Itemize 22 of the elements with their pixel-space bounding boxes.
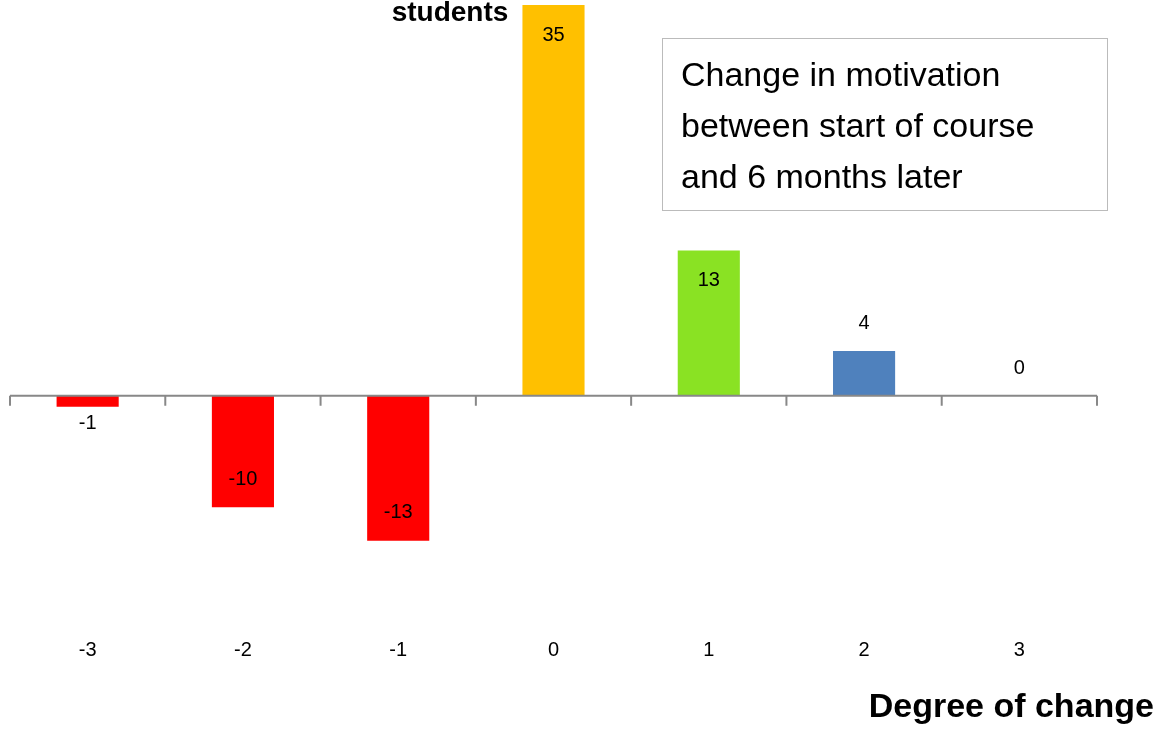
- x-tick-label: 2: [858, 637, 870, 660]
- x-tick-label: 1: [703, 637, 715, 660]
- annotation: Change in motivation between start of course and 6 months later: [662, 38, 1108, 211]
- bar: [367, 395, 430, 541]
- data-label: 0: [1013, 356, 1025, 379]
- x-axis-title: Degree of change: [868, 686, 1154, 725]
- bar: [522, 5, 585, 396]
- data-label: 13: [697, 268, 720, 291]
- x-tick-label: -3: [78, 637, 97, 660]
- x-tick-label: 0: [547, 637, 560, 660]
- x-tick-label: 3: [1013, 637, 1025, 660]
- data-label: 35: [542, 22, 565, 45]
- bar: [211, 395, 274, 508]
- x-tick-label: -2: [234, 637, 252, 660]
- x-tick-label: -1: [389, 637, 408, 660]
- data-label: 4: [858, 311, 870, 334]
- data-label: -1: [78, 411, 97, 434]
- bar: [677, 250, 740, 396]
- data-label: -10: [228, 466, 258, 489]
- bar: [833, 350, 896, 396]
- chart-title: students: [391, 0, 509, 27]
- data-label: -13: [383, 500, 413, 523]
